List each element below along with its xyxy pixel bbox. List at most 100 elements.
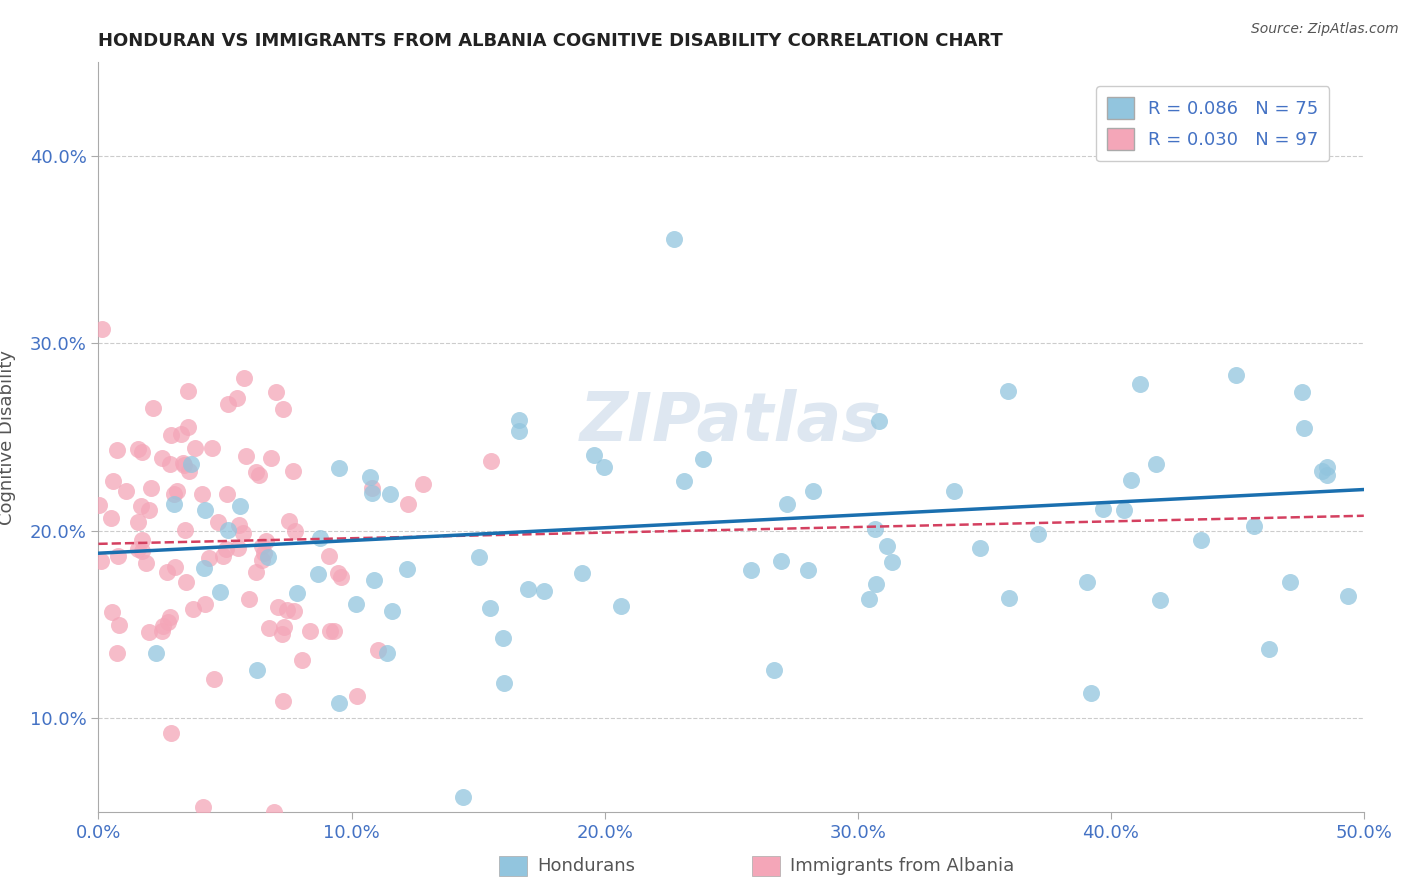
Point [135,557,157,571]
Point [215,542,238,557]
Point [672,474,695,488]
Point [114,484,136,499]
Point [193,561,215,575]
Text: Immigrants from Albania: Immigrants from Albania [790,857,1014,875]
Point [1279,574,1302,589]
Point [797,563,820,577]
Point [191,800,214,814]
Point [225,391,247,405]
Point [217,524,239,538]
Point [942,483,965,498]
Point [283,463,305,477]
Point [105,442,128,457]
Point [583,448,606,462]
Point [101,605,124,619]
Point [479,454,502,468]
Point [363,573,385,587]
Point [177,384,200,398]
Point [323,624,346,638]
Point [245,663,267,677]
Point [1257,641,1279,656]
Point [508,412,530,426]
Point [284,524,307,539]
Point [131,533,153,548]
Point [1292,421,1315,435]
Point [610,599,633,613]
Point [232,371,254,385]
Point [152,619,174,633]
Point [87,498,110,512]
Point [228,499,250,513]
Point [250,539,273,553]
Point [326,566,349,580]
Text: HONDURAN VS IMMIGRANTS FROM ALBANIA COGNITIVE DISABILITY CORRELATION CHART: HONDURAN VS IMMIGRANTS FROM ALBANIA COGN… [98,32,1002,50]
Point [260,450,283,465]
Point [508,424,530,438]
Point [396,497,419,511]
Point [330,570,353,584]
Point [1119,474,1142,488]
Point [298,624,321,638]
Point [194,503,217,517]
Point [997,384,1019,399]
Point [516,582,538,596]
Point [1316,460,1339,475]
Point [319,624,342,638]
Point [492,675,515,690]
Point [278,514,301,528]
Point [263,805,285,820]
Point [184,441,207,455]
Point [571,566,593,580]
Point [1291,384,1313,399]
Point [662,232,685,246]
Point [533,584,555,599]
Point [235,449,257,463]
Point [492,631,515,645]
Point [1026,527,1049,541]
Point [868,414,890,428]
Point [998,591,1021,606]
Point [169,427,191,442]
Point [276,603,298,617]
Point [1225,368,1247,382]
Point [127,515,149,529]
Point [1129,376,1152,391]
Point [858,592,880,607]
Text: ZIPatlas: ZIPatlas [581,389,882,455]
Point [801,484,824,499]
Point [344,598,367,612]
Point [882,555,904,569]
Point [380,487,402,501]
Point [359,470,381,484]
Point [107,549,129,563]
Point [208,585,231,599]
Point [228,517,250,532]
Point [142,401,165,415]
Point [250,552,273,566]
Point [163,487,186,501]
Point [174,575,197,590]
Point [91,322,114,336]
Point [174,524,197,538]
Point [212,549,235,564]
Point [308,567,330,582]
Point [360,481,382,495]
Point [253,546,276,560]
Point [328,461,350,475]
Point [381,604,404,618]
Point [367,643,389,657]
Point [163,560,186,574]
Point [160,726,183,740]
Point [1080,686,1102,700]
Point [100,510,122,524]
Point [467,549,489,564]
Point [138,625,160,640]
Point [217,396,239,410]
Legend: R = 0.086   N = 75, R = 0.030   N = 97: R = 0.086 N = 75, R = 0.030 N = 97 [1097,87,1330,161]
Point [139,481,162,495]
Point [740,563,762,577]
Text: Source: ZipAtlas.com: Source: ZipAtlas.com [1251,22,1399,37]
Point [273,620,295,634]
Point [138,503,160,517]
Point [254,534,277,549]
